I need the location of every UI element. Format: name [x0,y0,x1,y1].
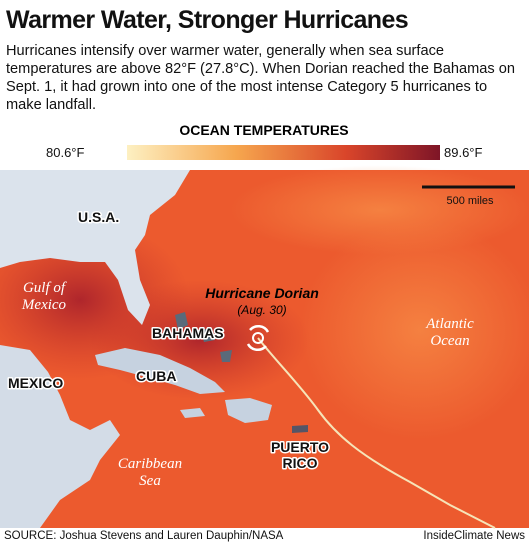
legend-min: 80.6°F [46,145,85,160]
land-jamaica [180,408,205,418]
label-caribbean: Caribbean Sea [118,456,182,489]
label-puerto-rico: PUERTO RICO [271,439,329,471]
warm-area [300,220,529,440]
land-hispaniola [225,398,272,423]
land-cuba [95,348,225,394]
label-usa: U.S.A. [78,209,119,225]
land-usa [0,170,190,325]
legend-bar [127,145,440,160]
source: SOURCE: Joshua Stevens and Lauren Dauphi… [4,530,284,542]
land-puerto-rico [292,425,308,433]
title: Warmer Water, Stronger Hurricanes [6,6,409,34]
land-mexico [0,345,120,528]
hurricane-icon [246,325,270,351]
label-gulf: Gulf of Mexico [21,280,67,313]
land-bahamas [175,312,232,362]
label-atlantic: Atlantic Ocean [425,316,474,349]
credit: InsideClimate News [423,530,525,542]
label-bahamas: BAHAMAS [152,325,224,341]
label-mexico: MEXICO [8,375,63,391]
hurricane-track [257,337,496,529]
warm-area [230,165,529,255]
scale-label: 500 miles [446,195,494,207]
legend-title: OCEAN TEMPERATURES [179,122,348,138]
label-cuba: CUBA [136,368,176,384]
legend-max: 89.6°F [444,145,483,160]
description: Hurricanes intensify over warmer water, … [6,43,515,113]
label-hurricane: Hurricane Dorian (Aug. 30) [205,285,319,317]
